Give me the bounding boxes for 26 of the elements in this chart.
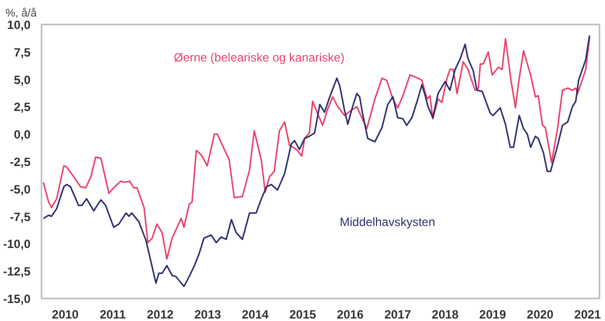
x-tick-label: 2020	[526, 308, 554, 321]
y-axis-title: %, å/å	[6, 8, 38, 20]
text: Middelhavskysten	[340, 214, 436, 229]
x-tick-label: 2010	[52, 308, 79, 321]
text: Øerne (beleariske og kanariske)	[174, 50, 344, 64]
y-tick-label: 0,0	[14, 128, 31, 142]
x-tick-label: 2015	[289, 308, 316, 321]
x-tick-label: 2021	[574, 308, 602, 321]
x-tick-label: 2019	[479, 308, 506, 321]
x-tick-label: 2013	[194, 308, 222, 321]
y-tick-label: -12,5	[3, 264, 31, 279]
y-tick-label: -15,0	[3, 292, 31, 306]
y-tick-label: 2,5	[14, 100, 31, 114]
y-tick-label: -10,0	[3, 237, 31, 252]
x-tick-label: 2011	[100, 308, 126, 321]
y-tick-label: -7,5	[10, 210, 31, 224]
y-tick-label: -2,5	[10, 155, 31, 169]
y-tick-label: -5,0	[10, 182, 31, 196]
x-tick-label: 2018	[432, 308, 459, 321]
y-tick-label: 7,5	[14, 45, 31, 60]
x-tick-label: 2016	[336, 308, 364, 321]
y-tick-label: 10,0	[7, 18, 31, 32]
y-tick-label: 5,0	[14, 72, 31, 87]
x-tick-label: 2014	[242, 308, 269, 321]
x-tick-label: 2017	[384, 308, 412, 321]
x-tick-label: 2012	[146, 308, 174, 321]
